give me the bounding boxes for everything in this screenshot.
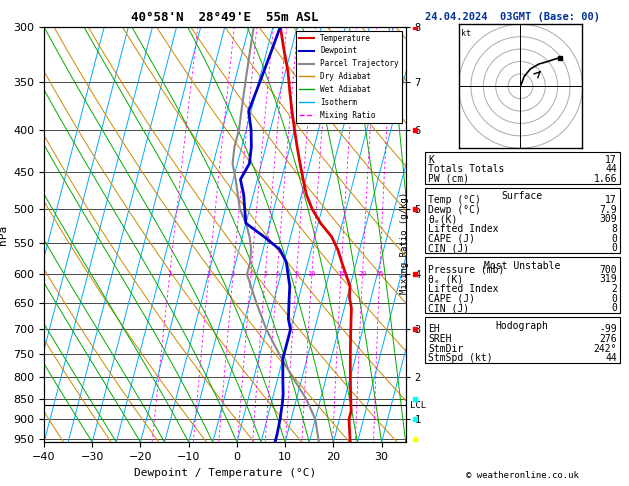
Text: 8: 8	[611, 224, 617, 234]
Text: Most Unstable: Most Unstable	[484, 261, 560, 271]
Text: 24.04.2024  03GMT (Base: 00): 24.04.2024 03GMT (Base: 00)	[425, 12, 600, 22]
Text: 276: 276	[599, 334, 617, 344]
Text: LCL: LCL	[410, 400, 426, 410]
Text: Totals Totals: Totals Totals	[428, 164, 504, 174]
Y-axis label: km
ASL: km ASL	[437, 224, 455, 245]
Text: StmDir: StmDir	[428, 344, 464, 354]
Text: 1: 1	[167, 271, 172, 278]
Text: Temp (°C): Temp (°C)	[428, 195, 481, 205]
Text: 44: 44	[605, 353, 617, 363]
Text: kt: kt	[461, 29, 471, 38]
Text: 25: 25	[376, 271, 384, 278]
Text: 4: 4	[249, 271, 253, 278]
Text: K: K	[428, 155, 434, 165]
Text: 17: 17	[605, 195, 617, 205]
Text: SREH: SREH	[428, 334, 452, 344]
Text: © weatheronline.co.uk: © weatheronline.co.uk	[465, 471, 579, 480]
Text: CAPE (J): CAPE (J)	[428, 234, 476, 244]
Text: 2: 2	[207, 271, 211, 278]
Text: Dewp (°C): Dewp (°C)	[428, 205, 481, 215]
Text: 20: 20	[359, 271, 367, 278]
Text: 1.66: 1.66	[594, 174, 617, 184]
Text: 7.9: 7.9	[599, 205, 617, 215]
Text: CAPE (J): CAPE (J)	[428, 294, 476, 304]
Text: CIN (J): CIN (J)	[428, 243, 469, 253]
Text: 309: 309	[599, 214, 617, 225]
Text: 10: 10	[308, 271, 316, 278]
X-axis label: Dewpoint / Temperature (°C): Dewpoint / Temperature (°C)	[134, 468, 316, 478]
Text: 5: 5	[263, 271, 267, 278]
Text: 17: 17	[605, 155, 617, 165]
Text: 15: 15	[337, 271, 345, 278]
Text: 6: 6	[275, 271, 279, 278]
Text: 0: 0	[611, 243, 617, 253]
Text: Mixing Ratio (g/kg): Mixing Ratio (g/kg)	[400, 192, 409, 294]
Text: Lifted Index: Lifted Index	[428, 284, 499, 294]
Text: 319: 319	[599, 274, 617, 284]
Text: 3: 3	[231, 271, 235, 278]
Text: θₑ(K): θₑ(K)	[428, 214, 458, 225]
Y-axis label: hPa: hPa	[0, 225, 8, 244]
Text: 2: 2	[611, 284, 617, 294]
Text: 0: 0	[611, 294, 617, 304]
Legend: Temperature, Dewpoint, Parcel Trajectory, Dry Adiabat, Wet Adiabat, Isotherm, Mi: Temperature, Dewpoint, Parcel Trajectory…	[296, 31, 402, 122]
Text: 0: 0	[611, 303, 617, 313]
Text: PW (cm): PW (cm)	[428, 174, 469, 184]
Text: Pressure (mb): Pressure (mb)	[428, 265, 504, 275]
Text: Surface: Surface	[501, 191, 543, 202]
Text: EH: EH	[428, 325, 440, 334]
Text: Lifted Index: Lifted Index	[428, 224, 499, 234]
Text: 242°: 242°	[594, 344, 617, 354]
Text: Hodograph: Hodograph	[496, 321, 548, 331]
Text: CIN (J): CIN (J)	[428, 303, 469, 313]
Text: -99: -99	[599, 325, 617, 334]
Text: StmSpd (kt): StmSpd (kt)	[428, 353, 493, 363]
Text: 0: 0	[611, 234, 617, 244]
Text: θₑ (K): θₑ (K)	[428, 274, 464, 284]
Text: 8: 8	[294, 271, 299, 278]
Text: 44: 44	[605, 164, 617, 174]
Title: 40°58'N  28°49'E  55m ASL: 40°58'N 28°49'E 55m ASL	[131, 11, 319, 24]
Text: 700: 700	[599, 265, 617, 275]
